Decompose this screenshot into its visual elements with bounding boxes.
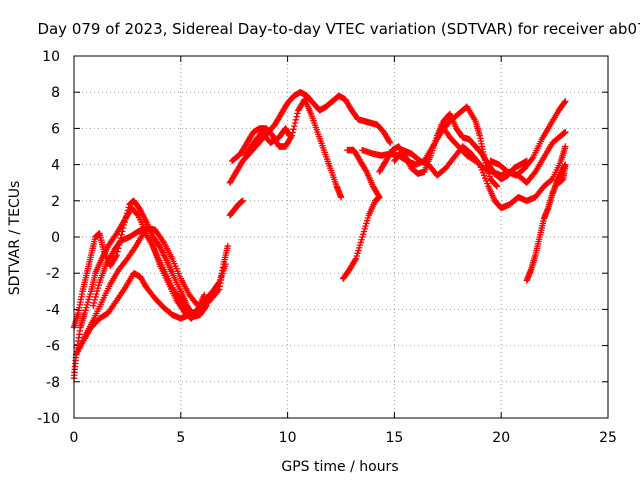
data-point	[528, 155, 536, 162]
x-tick-label: 20	[492, 430, 510, 446]
data-point	[123, 212, 130, 220]
series-arc-8	[228, 96, 345, 201]
series-arc-11	[359, 103, 501, 190]
series-arc-6	[226, 197, 246, 219]
data-point	[119, 224, 127, 232]
data-point	[386, 139, 394, 147]
data-point	[386, 138, 393, 145]
data-point	[94, 284, 102, 292]
x-axis-label: GPS time / hours	[281, 459, 398, 475]
data-point	[121, 218, 128, 226]
series-arc-15	[523, 161, 569, 284]
data-point	[291, 122, 298, 130]
series-arc-3	[72, 270, 193, 358]
y-tick-label: 0	[51, 230, 60, 246]
data-point	[93, 290, 100, 298]
data-point	[95, 281, 103, 289]
data-point	[92, 293, 99, 301]
data-point	[290, 126, 297, 133]
data-point	[124, 207, 132, 214]
plot-frame	[73, 55, 609, 419]
data-layer	[70, 89, 569, 382]
y-axis-label: SDTVAR / TECUs	[7, 181, 23, 296]
y-tick-label: -8	[46, 375, 60, 391]
data-point	[562, 98, 569, 105]
y-tick-label: -6	[46, 339, 60, 355]
tick-layer: 0 5 10 15 20 25 -10 -8 -6 -4 -2 0 2 4 6 8 10	[37, 49, 617, 446]
data-point	[90, 299, 98, 307]
y-tick-label: 8	[51, 85, 60, 101]
data-point	[239, 197, 246, 204]
series-arc-5	[90, 224, 231, 309]
data-point	[90, 302, 97, 309]
data-point	[286, 132, 293, 139]
data-point	[91, 296, 99, 304]
data-point	[122, 215, 129, 223]
data-point	[112, 253, 120, 260]
data-point	[113, 251, 120, 259]
data-point	[493, 183, 501, 190]
data-point	[492, 182, 500, 189]
data-point	[224, 242, 231, 250]
series-arc-10	[339, 146, 383, 282]
data-point	[555, 179, 563, 186]
y-tick-label: 6	[51, 121, 60, 137]
data-point	[561, 99, 568, 106]
y-tick-label: -2	[46, 266, 60, 282]
data-point	[344, 146, 351, 154]
chart-title: Day 079 of 2023, Sidereal Day-to-day VTE…	[37, 20, 640, 38]
data-point	[291, 119, 299, 127]
data-point	[294, 110, 301, 117]
data-point	[562, 143, 569, 150]
data-point	[201, 291, 208, 299]
series-arc-4	[81, 228, 208, 340]
y-tick-label: -10	[37, 411, 60, 427]
x-tick-label: 10	[279, 430, 297, 446]
data-point	[119, 228, 126, 235]
y-tick-label: 2	[51, 194, 60, 210]
data-point	[351, 256, 359, 264]
data-point	[562, 128, 569, 136]
series-arc-9	[241, 125, 293, 159]
y-tick-label: -4	[46, 302, 60, 318]
x-tick-label: 25	[599, 430, 617, 446]
y-tick-label: 4	[51, 158, 60, 174]
data-point	[293, 113, 300, 120]
data-point	[120, 221, 128, 229]
x-tick-label: 0	[70, 430, 79, 446]
data-point	[94, 287, 101, 295]
data-point	[118, 231, 125, 238]
data-point	[123, 210, 131, 217]
data-point	[292, 116, 300, 124]
series-arc-7	[226, 89, 394, 186]
x-tick-label: 5	[176, 430, 185, 446]
data-point	[125, 204, 132, 211]
y-tick-label: 10	[42, 49, 60, 65]
series-arc-16	[487, 98, 569, 179]
data-point	[337, 193, 345, 201]
x-tick-label: 15	[385, 430, 403, 446]
